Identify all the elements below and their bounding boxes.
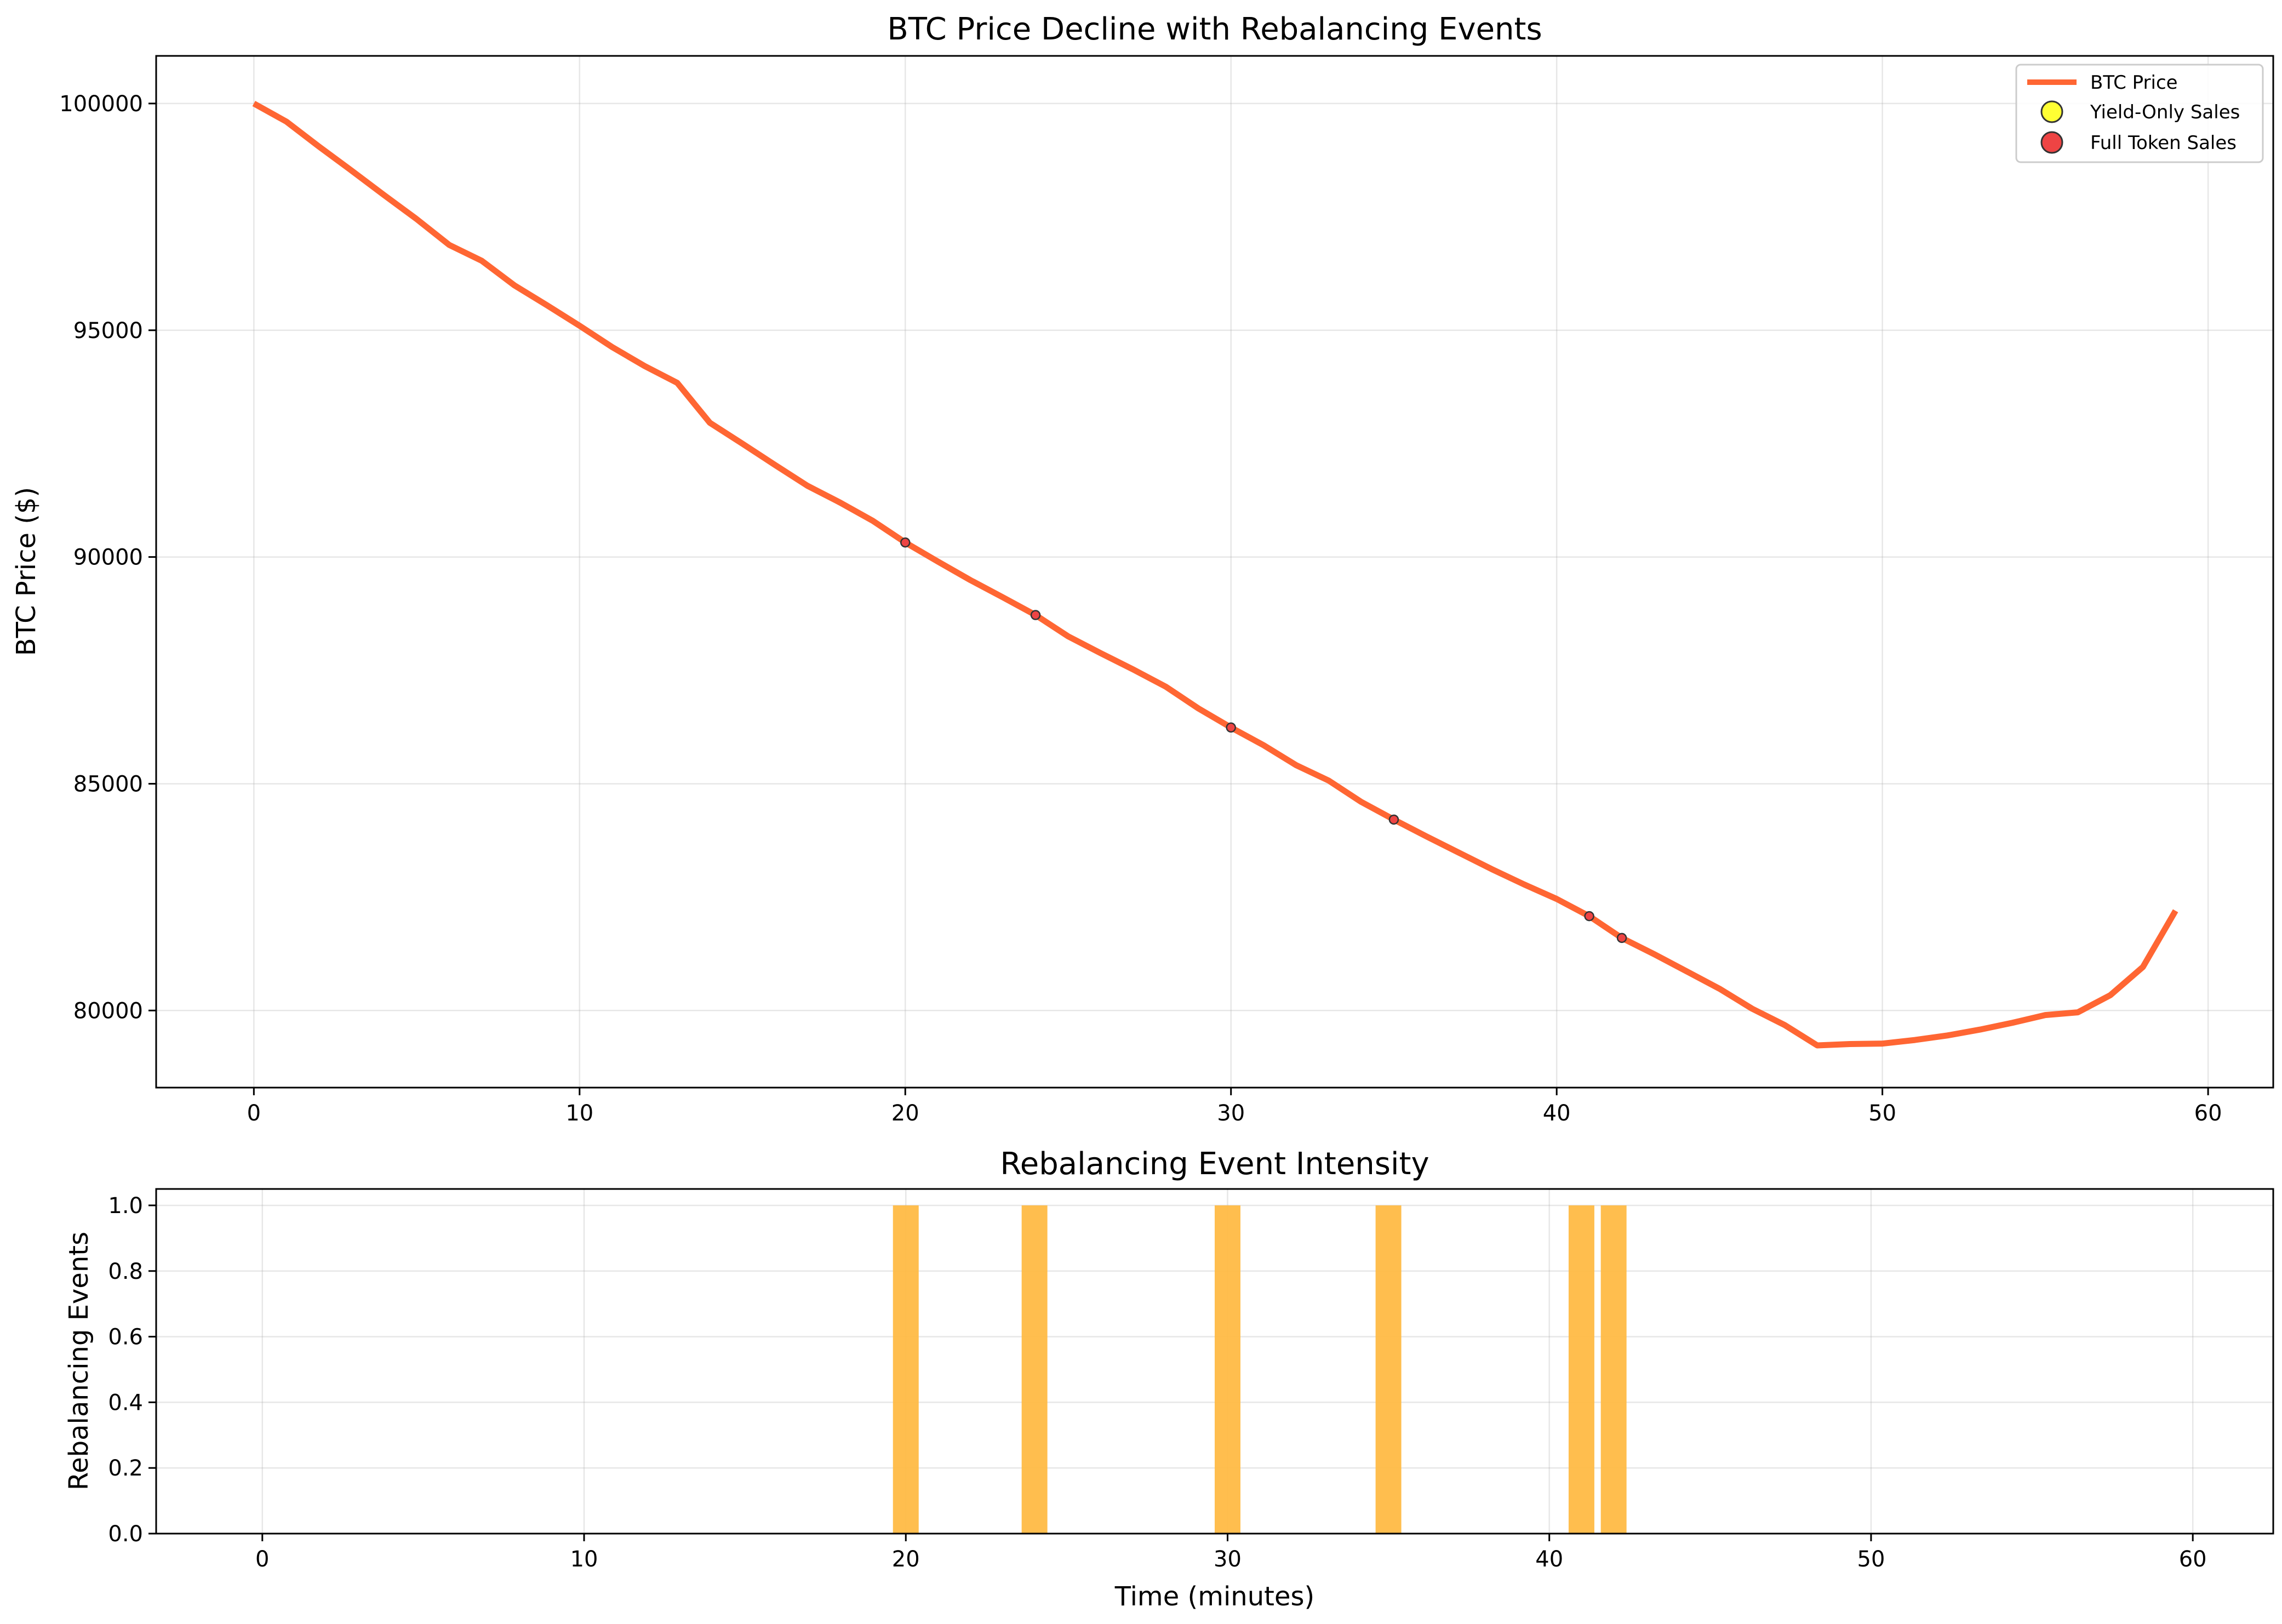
price-line-layer [252, 101, 2178, 1049]
legend-yield-marker [2040, 100, 2063, 123]
x-tick-label: 20 [891, 1101, 919, 1126]
full-token-sale-marker [1616, 933, 1627, 943]
x-tick-label: 50 [1857, 1547, 1885, 1572]
event-chart-title: Rebalancing Event Intensity [1000, 1146, 1429, 1182]
x-tick-label: 10 [570, 1547, 598, 1572]
rebalancing-event-bar [1600, 1205, 1627, 1534]
x-tick-label: 10 [565, 1101, 593, 1126]
legend-label-full-token-sales: Full Token Sales [2090, 132, 2237, 154]
full-token-sale-marker [900, 537, 911, 548]
x-tick-label: 30 [1217, 1101, 1245, 1126]
event-chart-y-ticks: 0.0 0.2 0.4 0.6 0.8 1.0 [108, 1193, 156, 1547]
legend: BTC Price Yield-Only Sales Full Token Sa… [2015, 64, 2264, 163]
y-tick-label: 85000 [73, 771, 143, 797]
x-tick-label: 30 [1214, 1547, 1242, 1572]
x-tick-label: 40 [1543, 1101, 1571, 1126]
price-chart: BTC Price Decline with Rebalancing Event… [11, 12, 2274, 1126]
full-token-sale-marker [1030, 610, 1041, 620]
x-tick-label: 0 [247, 1101, 261, 1126]
event-chart-x-ticks: 0 10 20 30 40 50 60 [255, 1534, 2207, 1572]
price-chart-grid [156, 56, 2273, 1088]
y-tick-label: 1.0 [108, 1193, 143, 1219]
y-tick-label: 0.4 [108, 1390, 143, 1415]
legend-box [2015, 64, 2264, 163]
x-tick-label: 60 [2179, 1547, 2207, 1572]
y-tick-label: 0.6 [108, 1325, 143, 1350]
event-chart-y-label: Rebalancing Events [64, 1232, 94, 1490]
price-chart-x-ticks: 0 10 20 30 40 50 60 [247, 1088, 2222, 1126]
event-bars [893, 1205, 1627, 1534]
event-intensity-chart: Rebalancing Event Intensity 0 10 20 30 40 50 6… [64, 1146, 2274, 1612]
legend-full-marker [2040, 131, 2063, 154]
y-tick-label: 0.2 [108, 1456, 143, 1481]
event-chart-frame [155, 1188, 2274, 1535]
x-tick-label: 50 [1868, 1101, 1896, 1126]
x-tick-label: 0 [255, 1547, 269, 1572]
full-token-sales-markers [900, 537, 1627, 943]
rebalancing-event-bar [1021, 1205, 1048, 1534]
price-chart-y-label: BTC Price ($) [11, 487, 42, 656]
y-tick-label: 0.8 [108, 1259, 143, 1284]
full-token-sale-marker [1226, 722, 1236, 733]
price-chart-title: BTC Price Decline with Rebalancing Event… [887, 12, 1542, 47]
price-chart-frame [155, 55, 2274, 1089]
x-tick-label: 40 [1535, 1547, 1563, 1572]
rebalancing-event-bar [1215, 1205, 1240, 1534]
legend-label-yield-only-sales: Yield-Only Sales [2090, 101, 2240, 123]
y-tick-label: 95000 [73, 318, 143, 344]
event-chart-x-label: Time (minutes) [1114, 1581, 1314, 1612]
legend-label-btc-price: BTC Price [2090, 72, 2178, 94]
full-token-sale-marker [1388, 814, 1399, 825]
rebalancing-event-bar [1375, 1205, 1402, 1534]
full-token-sale-marker [1584, 911, 1594, 922]
y-tick-label: 80000 [73, 998, 143, 1023]
x-tick-label: 60 [2194, 1101, 2222, 1126]
rebalancing-event-bar [893, 1205, 919, 1534]
x-tick-label: 20 [892, 1547, 920, 1572]
rebalancing-event-bar [1568, 1205, 1594, 1534]
y-tick-label: 0.0 [108, 1522, 143, 1547]
y-tick-label: 100000 [59, 92, 143, 117]
y-tick-label: 90000 [73, 545, 143, 570]
price-chart-y-ticks: 80000 85000 90000 95000 100000 [59, 92, 156, 1023]
btc-price-line [252, 101, 2178, 1049]
